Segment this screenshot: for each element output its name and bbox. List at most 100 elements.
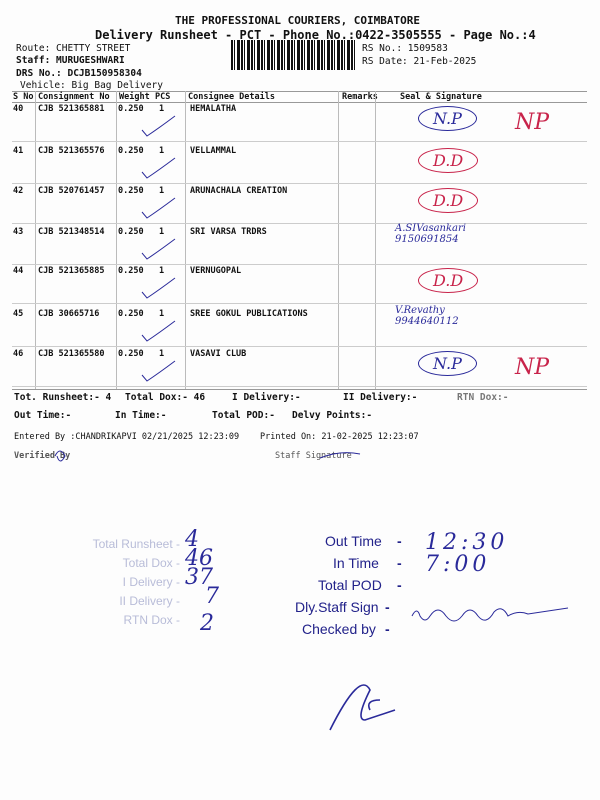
delivery-points: Delvy Points:- bbox=[292, 410, 373, 421]
cell-sno: 43 bbox=[13, 227, 24, 237]
cell-cn: CJB 521348514 bbox=[38, 227, 105, 237]
total-pod: Total POD:- bbox=[212, 410, 275, 421]
total-dox: Total Dox:- 46 bbox=[125, 392, 206, 403]
stamp-label: Checked by bbox=[302, 621, 376, 637]
check-mark-icon bbox=[141, 360, 176, 382]
col-remarks: Remarks bbox=[342, 92, 378, 102]
stamp-dash: - bbox=[385, 621, 390, 637]
handwritten-value: 37 bbox=[185, 565, 213, 590]
out-time: Out Time:- bbox=[14, 410, 72, 421]
handwritten-value: 7 bbox=[205, 584, 219, 609]
cell-pcs: 1 bbox=[159, 146, 165, 156]
rtn-dox: RTN Dox:- bbox=[457, 392, 509, 403]
faint-label: I Delivery - bbox=[122, 575, 180, 589]
col-consignment: Consignment No bbox=[38, 92, 110, 102]
stamp-dash: - bbox=[397, 533, 402, 549]
signature-scribble bbox=[329, 684, 396, 731]
entered-by: Entered By :CHANDRIKAPVI 02/21/2025 12:2… bbox=[14, 432, 240, 442]
rs-date: RS Date: 21-Feb-2025 bbox=[362, 56, 477, 67]
ii-delivery: II Delivery:- bbox=[343, 392, 418, 403]
in-time: In Time:- bbox=[115, 410, 167, 421]
col-consignee: Consignee Details bbox=[188, 92, 275, 102]
seal-stamp: D.D bbox=[418, 148, 479, 173]
cell-weight: 0.250 bbox=[118, 266, 144, 276]
check-mark-icon bbox=[141, 320, 176, 342]
seal-stamp: D.D bbox=[418, 188, 479, 213]
col-pcs: PCS bbox=[155, 92, 171, 102]
cell-cn: CJB 30665716 bbox=[38, 309, 100, 319]
stamp-label: Total POD bbox=[318, 577, 382, 593]
cell-weight: 0.250 bbox=[118, 186, 144, 196]
cell-sno: 42 bbox=[13, 186, 24, 196]
cell-pcs: 1 bbox=[159, 227, 165, 237]
faint-label: Total Dox - bbox=[122, 556, 180, 570]
cell-sno: 41 bbox=[13, 146, 24, 156]
route: Route: CHETTY STREET bbox=[16, 43, 131, 54]
cell-cn: CJB 521365580 bbox=[38, 349, 105, 359]
cell-weight: 0.250 bbox=[118, 349, 144, 359]
check-mark-icon bbox=[141, 197, 176, 219]
stamp-dash: - bbox=[397, 555, 402, 571]
cell-pcs: 1 bbox=[159, 104, 165, 114]
cell-weight: 0.250 bbox=[118, 146, 144, 156]
faint-label: RTN Dox - bbox=[123, 613, 180, 627]
cell-consignee: VERNUGOPAL bbox=[190, 266, 242, 276]
col-weight: Weight bbox=[119, 92, 150, 102]
staff: Staff: MURUGESHWARI bbox=[16, 55, 125, 66]
stamp-dash: - bbox=[385, 599, 390, 615]
check-mark-icon bbox=[141, 157, 176, 179]
cell-cn: CJB 521365576 bbox=[38, 146, 105, 156]
cell-weight: 0.250 bbox=[118, 309, 144, 319]
cell-sno: 45 bbox=[13, 309, 24, 319]
staff-signature: Staff Signature bbox=[275, 451, 352, 461]
handwritten-value: 46 bbox=[185, 546, 213, 571]
i-delivery: I Delivery:- bbox=[232, 392, 301, 403]
handwritten-time: 7:00 bbox=[425, 552, 491, 577]
cell-consignee: SRI VARSA TRDRS bbox=[190, 227, 267, 237]
cell-consignee: VELLAMMAL bbox=[190, 146, 237, 156]
stamp-dash: - bbox=[397, 577, 402, 593]
cell-cn: CJB 521365885 bbox=[38, 266, 105, 276]
verified-by: Verified By bbox=[14, 451, 71, 461]
check-mark-icon bbox=[141, 277, 176, 299]
cell-sno: 46 bbox=[13, 349, 24, 359]
seal-stamp: D.D bbox=[418, 268, 479, 293]
handwritten-value: 2 bbox=[200, 611, 214, 636]
handwritten-value: 4 bbox=[185, 527, 199, 552]
cell-weight: 0.250 bbox=[118, 104, 144, 114]
cell-consignee: ARUNACHALA CREATION bbox=[190, 186, 288, 196]
cell-consignee: HEMALATHA bbox=[190, 104, 237, 114]
barcode bbox=[231, 40, 356, 70]
stamp-label: Dly.Staff Sign bbox=[295, 599, 379, 615]
np-mark: NP bbox=[515, 110, 550, 135]
cell-pcs: 1 bbox=[159, 349, 165, 359]
cell-consignee: SREE GOKUL PUBLICATIONS bbox=[190, 309, 308, 319]
cell-cn: CJB 521365881 bbox=[38, 104, 105, 114]
rs-number: RS No.: 1509583 bbox=[362, 43, 448, 54]
runsheet-subtitle: Delivery Runsheet - PCT - Phone No.:0422… bbox=[95, 28, 536, 42]
faint-label: II Delivery - bbox=[119, 594, 180, 608]
printed-on: Printed On: 21-02-2025 12:23:07 bbox=[260, 432, 419, 442]
vehicle: Vehicle: Big Bag Delivery bbox=[20, 80, 163, 91]
cell-pcs: 1 bbox=[159, 186, 165, 196]
seal-stamp: N.P bbox=[418, 351, 477, 376]
cell-sno: 40 bbox=[13, 104, 24, 114]
stamp-label: Out Time bbox=[325, 533, 382, 549]
cell-pcs: 1 bbox=[159, 309, 165, 319]
np-mark: NP bbox=[515, 355, 550, 380]
total-runsheet: Tot. Runsheet:- 4 bbox=[14, 392, 112, 403]
seal-stamp: N.P bbox=[418, 106, 477, 131]
cell-cn: CJB 520761457 bbox=[38, 186, 105, 196]
col-seal: Seal & Signature bbox=[400, 92, 482, 102]
recipient-signature: A.SIVasankari 9150691854 bbox=[395, 223, 467, 245]
cell-consignee: VASAVI CLUB bbox=[190, 349, 247, 359]
drs-number: DRS No.: DCJB150958304 bbox=[16, 68, 142, 79]
check-mark-icon bbox=[141, 115, 176, 137]
stamp-label: In Time bbox=[333, 555, 379, 571]
faint-label: Total Runsheet - bbox=[92, 537, 180, 551]
check-mark-icon bbox=[141, 238, 176, 260]
cell-pcs: 1 bbox=[159, 266, 165, 276]
recipient-signature: V.Revathy 9944640112 bbox=[395, 305, 459, 327]
